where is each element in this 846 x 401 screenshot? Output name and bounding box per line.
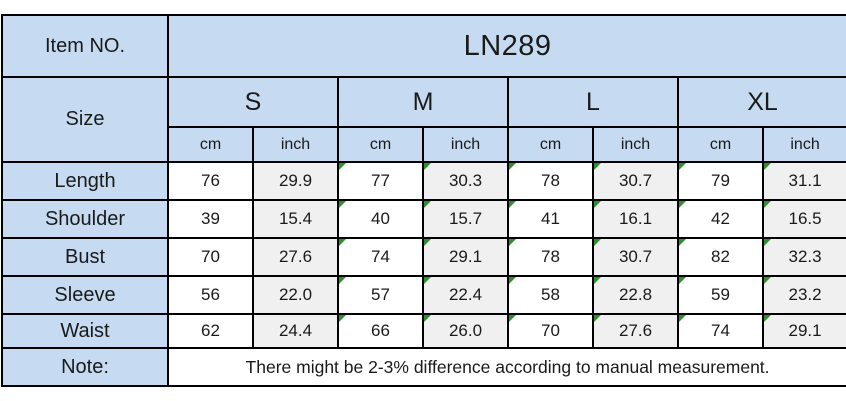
size-header-l: L (507, 76, 679, 128)
cell-sleeve-l-inch: 22.8 (592, 275, 679, 315)
item-no-row: Item NO. LN289 (1, 14, 846, 78)
unit-header-inch: inch (252, 126, 339, 163)
size-header-m: M (337, 76, 509, 128)
table-row-waist: Waist 62 24.4 66 26.0 70 27.6 74 29.1 (1, 313, 846, 349)
unit-header-row: cm inch cm inch cm inch cm inch (2, 126, 846, 163)
cell-sleeve-xl-cm: 59 (677, 275, 764, 315)
row-label: Bust (1, 237, 169, 277)
size-header-s: S (167, 76, 339, 128)
cell-sleeve-s-inch: 22.0 (252, 275, 339, 315)
cell-shoulder-m-inch: 15.7 (422, 199, 509, 239)
cell-waist-xl-inch: 29.1 (761, 313, 846, 349)
table-row-length: Length 76 29.9 77 30.3 78 30.7 79 31.1 (1, 161, 846, 201)
cell-waist-l-cm: 70 (507, 313, 594, 349)
cell-shoulder-m-cm: 40 (337, 199, 424, 239)
note-label: Note: (1, 347, 169, 387)
unit-header-inch: inch (422, 126, 509, 163)
cell-shoulder-l-inch: 16.1 (592, 199, 679, 239)
cell-waist-s-cm: 62 (167, 313, 254, 349)
cell-length-s-cm: 76 (167, 161, 254, 201)
cell-shoulder-xl-cm: 42 (677, 199, 764, 239)
cell-waist-m-inch: 26.0 (422, 313, 509, 349)
row-label: Waist (1, 313, 169, 349)
cell-bust-xl-inch: 32.3 (761, 237, 846, 277)
cell-waist-m-cm: 66 (337, 313, 424, 349)
unit-header-inch: inch (761, 126, 846, 163)
cell-bust-l-inch: 30.7 (592, 237, 679, 277)
row-label: Length (1, 161, 169, 201)
row-label: Sleeve (1, 275, 169, 315)
cell-length-xl-inch: 31.1 (761, 161, 846, 201)
cell-bust-s-cm: 70 (167, 237, 254, 277)
cell-waist-xl-cm: 74 (677, 313, 764, 349)
cell-sleeve-m-inch: 22.4 (422, 275, 509, 315)
cell-sleeve-m-cm: 57 (337, 275, 424, 315)
item-no-value: LN289 (166, 14, 846, 78)
size-header-row: Size S M L XL (1, 76, 846, 163)
size-header-xl: XL (676, 76, 846, 128)
row-label: Shoulder (1, 199, 169, 239)
item-no-label: Item NO. (1, 14, 169, 78)
cell-sleeve-s-cm: 56 (167, 275, 254, 315)
cell-waist-s-inch: 24.4 (252, 313, 339, 349)
cell-length-m-cm: 77 (337, 161, 424, 201)
note-text: There might be 2-3% difference according… (166, 347, 846, 387)
cell-bust-s-inch: 27.6 (252, 237, 339, 277)
table-row-sleeve: Sleeve 56 22.0 57 22.4 58 22.8 59 23.2 (1, 275, 846, 315)
size-label: Size (1, 76, 169, 163)
cell-shoulder-l-cm: 41 (507, 199, 594, 239)
cell-bust-m-cm: 74 (337, 237, 424, 277)
cell-length-s-inch: 29.9 (252, 161, 339, 201)
unit-header-inch: inch (592, 126, 679, 163)
cell-shoulder-s-cm: 39 (167, 199, 254, 239)
cell-shoulder-xl-inch: 16.5 (761, 199, 846, 239)
note-row: Note: There might be 2-3% difference acc… (1, 347, 846, 387)
cell-length-l-cm: 78 (507, 161, 594, 201)
cell-bust-l-cm: 78 (507, 237, 594, 277)
cell-shoulder-s-inch: 15.4 (252, 199, 339, 239)
table-row-shoulder: Shoulder 39 15.4 40 15.7 41 16.1 42 16.5 (1, 199, 846, 239)
cell-length-m-inch: 30.3 (422, 161, 509, 201)
cell-waist-l-inch: 27.6 (592, 313, 679, 349)
unit-header-cm: cm (507, 126, 594, 163)
table-row-bust: Bust 70 27.6 74 29.1 78 30.7 82 32.3 (1, 237, 846, 277)
cell-sleeve-l-cm: 58 (507, 275, 594, 315)
cell-bust-m-inch: 29.1 (422, 237, 509, 277)
unit-header-cm: cm (167, 126, 254, 163)
cell-length-xl-cm: 79 (677, 161, 764, 201)
unit-header-cm: cm (677, 126, 764, 163)
size-chart-table: Item NO. LN289 Size S M L XL cm inch cm … (1, 14, 846, 387)
cell-bust-xl-cm: 82 (677, 237, 764, 277)
cell-sleeve-xl-inch: 23.2 (761, 275, 846, 315)
unit-header-cm: cm (337, 126, 424, 163)
cell-length-l-inch: 30.7 (592, 161, 679, 201)
